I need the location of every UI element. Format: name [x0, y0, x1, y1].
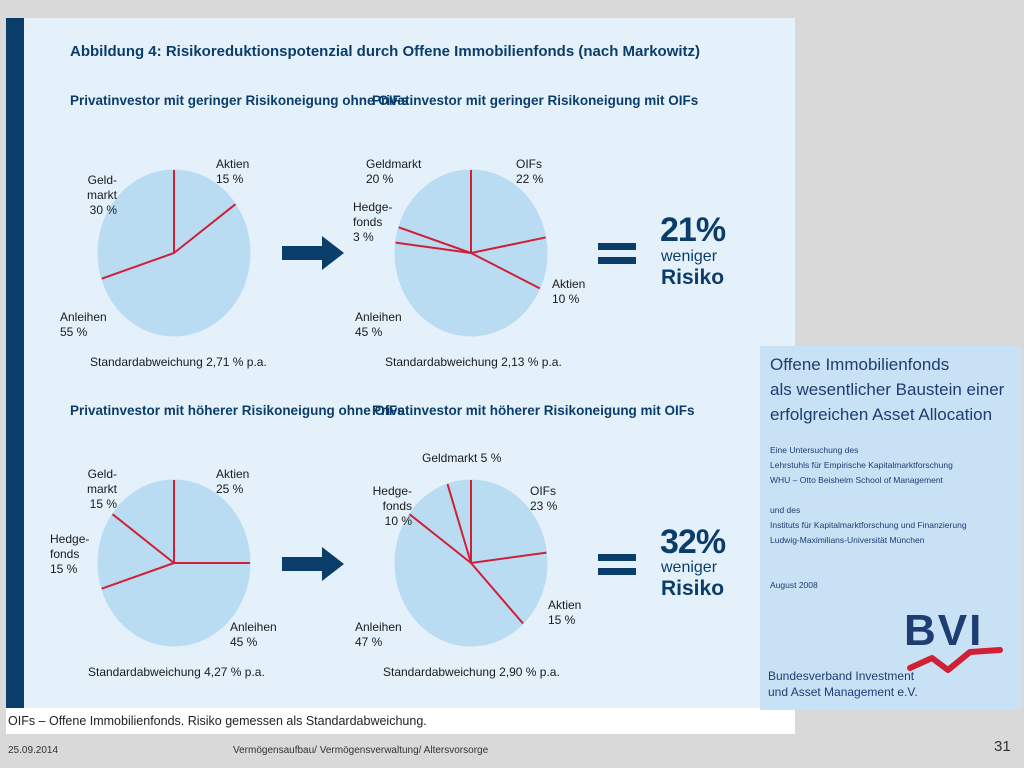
pie-slice-hedgefonds: [97, 513, 176, 590]
chart-4-label-hedgefonds: Hedge- fonds 10 %: [372, 484, 412, 528]
slice-divider: [101, 252, 175, 280]
chart-2-label-anleihen: Anleihen 45 %: [355, 310, 402, 339]
pie-slice-anleihen: [101, 562, 251, 647]
slice-divider: [470, 236, 546, 254]
pie-slice-geldmarkt: [398, 169, 472, 254]
chart-4-std: Standardabweichung 2,90 % p.a.: [383, 665, 560, 679]
chart-2-label-hedgefonds: Hedge- fonds 3 %: [353, 200, 393, 244]
pie-slice-oifs: [470, 169, 547, 254]
pie-slice-geldmarkt: [97, 169, 175, 280]
pie-slice-aktien: [470, 552, 548, 625]
bvi-logo: BVI: [904, 606, 984, 655]
slice-divider: [470, 252, 541, 290]
chart-2-label-aktien: Aktien 10 %: [552, 277, 586, 306]
arrow-right-icon: [282, 547, 344, 581]
pie-chart-2: [394, 169, 548, 337]
pie-slice-aktien: [173, 169, 237, 255]
chart-3-label-geldmarkt: Geld- markt 15 %: [87, 467, 117, 511]
figure-title: Abbildung 4: Risikoreduktionspotenzial d…: [70, 43, 701, 60]
footer-center-text: Vermögensaufbau/ Vermögensverwaltung/ Al…: [233, 745, 489, 756]
chart-4-label-oifs: OIFs 23 %: [530, 484, 558, 513]
chart-3-std: Standardabweichung 4,27 % p.a.: [88, 665, 265, 679]
pie-slice-anleihen: [101, 203, 251, 337]
pie-slice-anleihen: [394, 513, 524, 647]
chart-4-label-anleihen: Anleihen 47 %: [355, 620, 402, 649]
chart-4-title: Privatinvestor mit höherer Risikoneigung…: [372, 403, 695, 418]
slice-divider: [173, 203, 237, 254]
chart-1-std: Standardabweichung 2,71 % p.a.: [90, 355, 267, 369]
pie-chart-4: [394, 479, 548, 647]
accent-stripe: [6, 18, 24, 708]
reduction-2-risk: Risiko: [661, 577, 725, 600]
chart-4-label-aktien: Aktien 15 %: [548, 598, 582, 627]
chart-1-title: Privatinvestor mit geringer Risikoneigun…: [70, 93, 409, 108]
chart-3-title: Privatinvestor mit höherer Risikoneigung…: [70, 403, 405, 418]
chart-1-label-geldmarkt: Geld- markt 30 %: [87, 173, 117, 217]
pie-slice-geldmarkt: [111, 479, 175, 565]
bvi-organisation: Bundesverband Investment und Asset Manag…: [768, 669, 918, 699]
cover-title: Offene Immobilienfonds als wesentlicher …: [770, 355, 1005, 424]
cover-study-text: Eine Untersuchung des Lehrstuhls für Emp…: [770, 445, 953, 485]
chart-2-label-geldmarkt: Geldmarkt 20 %: [366, 157, 422, 186]
slice-divider: [408, 513, 472, 564]
slice-divider: [470, 562, 524, 625]
slice-divider: [111, 513, 175, 564]
chart-3-label-hedgefonds: Hedge- fonds 15 %: [50, 532, 90, 576]
pie-slice-aktien: [173, 479, 251, 564]
equals-icon: [598, 554, 636, 582]
chart-1-label-anleihen: Anleihen 55 %: [60, 310, 107, 339]
arrow-right-icon: [282, 236, 344, 270]
chart-2-std: Standardabweichung 2,13 % p.a.: [385, 355, 562, 369]
equals-icon: [598, 243, 636, 271]
chart-2-title: Privatinvestor mit geringer Risikoneigun…: [372, 93, 699, 108]
reduction-1-percent: 21%: [660, 211, 726, 249]
chart-1-label-aktien: Aktien 15 %: [216, 157, 250, 186]
cover-date: August 2008: [770, 580, 818, 590]
pie-slice-oifs: [470, 479, 547, 564]
footer-date: 25.09.2014: [8, 745, 59, 756]
pie-slice-anleihen: [394, 242, 541, 337]
reduction-2-word: weniger: [661, 559, 718, 576]
chart-3-label-aktien: Aktien 25 %: [216, 467, 250, 496]
slice-divider: [470, 551, 547, 564]
slice-divider: [395, 241, 472, 254]
page-number: 31: [994, 738, 1011, 755]
slice-divider: [101, 562, 175, 590]
reduction-1-risk: Risiko: [661, 266, 725, 289]
cover-and-text: und des Instituts für Kapitalmarktforsch…: [770, 505, 967, 545]
pie-chart-3: [97, 479, 251, 647]
chart-3-label-anleihen: Anleihen 45 %: [230, 620, 277, 649]
slice-divider: [398, 226, 472, 254]
logo-swoosh-icon: [907, 647, 1003, 673]
footnote: OIFs – Offene Immobilienfonds. Risiko ge…: [8, 714, 427, 728]
chart-4-label-geldmarkt: Geldmarkt 5 %: [422, 451, 502, 465]
reduction-1-word: weniger: [661, 248, 718, 265]
pie-chart-1: [97, 169, 251, 337]
reduction-2-percent: 32%: [660, 523, 726, 561]
footnote-bar: [6, 708, 795, 734]
slice-divider: [446, 483, 472, 564]
chart-2-label-oifs: OIFs 22 %: [516, 157, 544, 186]
